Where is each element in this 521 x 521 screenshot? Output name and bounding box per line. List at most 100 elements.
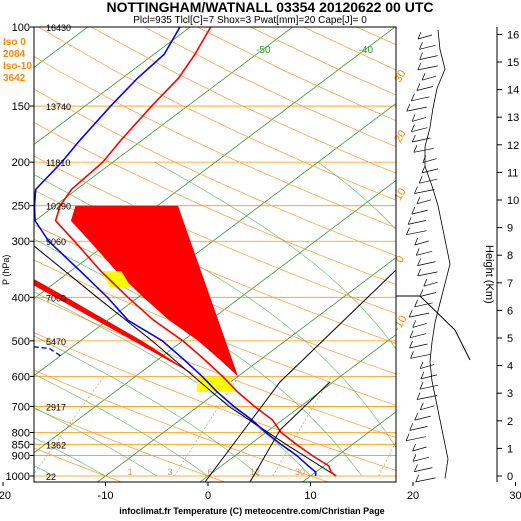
pressure-tick-label: 800 xyxy=(12,428,30,440)
dewpoint-line xyxy=(34,27,317,477)
temperature-tick-label: 30 xyxy=(509,490,521,502)
dry-adiabat-label: 10 xyxy=(392,186,409,203)
mixing-ratio-label: 3 xyxy=(167,467,172,477)
height-tick-label: 3 xyxy=(507,388,513,400)
isotherm-line xyxy=(199,334,396,482)
wind-barb-flag xyxy=(409,330,414,338)
dry-adiabat-label: 20 xyxy=(392,128,409,145)
temperature-line xyxy=(54,27,337,477)
temperature-tick-label: -20 xyxy=(0,490,11,502)
wind-barb xyxy=(416,199,432,205)
wind-barb-flag xyxy=(419,361,424,369)
wind-barb xyxy=(417,65,438,71)
iso0-value: 2084 xyxy=(3,49,26,60)
wind-barb xyxy=(412,446,427,452)
geopotential-label: 22 xyxy=(46,472,56,482)
moist-adiabat-line xyxy=(0,162,3,476)
geopotential-label: 2917 xyxy=(46,402,66,412)
cin-area xyxy=(101,271,131,288)
wind-barb xyxy=(411,96,430,102)
plot-frame xyxy=(33,26,397,483)
wind-barb-flag xyxy=(419,42,423,50)
wind-barb xyxy=(411,117,427,122)
dry-adiabat-line xyxy=(34,259,396,406)
isotherm-line xyxy=(96,257,396,482)
pressure-tick-label: 150 xyxy=(12,101,30,113)
iso0-label: Iso 0 xyxy=(3,37,26,48)
parcel-path-line xyxy=(34,245,337,477)
pressure-tick-label: 1000 xyxy=(6,471,30,483)
temperature-tick-label: 10 xyxy=(304,490,316,502)
wind-barb-flag xyxy=(411,124,415,132)
dry-adiabat-line xyxy=(34,88,396,257)
wind-barb-flag xyxy=(416,196,421,204)
iso10-label: Iso-10 xyxy=(3,61,32,72)
wind-barb-flag xyxy=(412,443,416,452)
wind-reference-line xyxy=(249,381,331,483)
temperature-tick-label: 20 xyxy=(407,490,419,502)
wind-barb-flag xyxy=(412,454,417,462)
dry-adiabat-label: -10 xyxy=(391,314,409,334)
dry-adiabat-line xyxy=(34,408,226,482)
wind-barb xyxy=(419,364,435,369)
wind-barb-flag xyxy=(423,279,428,287)
pressure-tick-label: 400 xyxy=(12,292,30,304)
wind-barb-flag xyxy=(412,320,416,328)
chart-title: NOTTINGHAM/WATNALL 03354 20120622 00 UTC xyxy=(106,0,433,15)
chart-subtitle: Plcl=935 Tlcl[C]=7 Shox=3 Pwat[mm]=20 Ca… xyxy=(133,15,367,26)
pressure-tick-label: 200 xyxy=(12,157,30,169)
mixing-ratio-line xyxy=(378,441,396,477)
temperature-tick-label: 0 xyxy=(205,490,211,502)
wind-barb xyxy=(420,374,437,380)
mixing-ratio-label: 12 xyxy=(250,467,260,477)
mixing-ratio-line xyxy=(174,376,239,477)
wind-barb-flag xyxy=(414,237,419,246)
moist-adiabat-line xyxy=(34,238,363,477)
height-tick-label: 12 xyxy=(507,140,519,152)
wind-barb xyxy=(411,127,428,133)
height-tick-label: 7 xyxy=(507,278,513,290)
wind-barb xyxy=(416,86,433,91)
dry-adiabat-line xyxy=(356,27,396,46)
wind-barb xyxy=(414,415,431,421)
axes-layer: 1001502002503004005006007008008509001000… xyxy=(0,22,521,502)
wind-barb-flag xyxy=(411,114,416,122)
wind-barb xyxy=(411,209,428,215)
height-tick-label: 16 xyxy=(507,29,519,41)
height-tick-label: 1 xyxy=(507,443,513,455)
iso10-value: 3642 xyxy=(3,73,26,84)
wind-barb-flag xyxy=(419,382,424,390)
cape-area xyxy=(34,205,238,377)
dry-adiabat-line xyxy=(410,27,521,486)
height-tick-label: 11 xyxy=(507,167,518,179)
wind-barb-flag xyxy=(417,268,421,277)
wind-barb xyxy=(409,426,428,431)
height-axis-label: Height (Km) xyxy=(483,245,495,304)
wind-barb xyxy=(423,281,438,287)
dry-adiabat-line xyxy=(34,155,396,314)
dewpoint-dry-line xyxy=(34,346,61,357)
wind-barb-flag xyxy=(415,474,420,483)
wind-barb-flag xyxy=(417,258,421,266)
wind-barb xyxy=(412,456,430,462)
height-tick-label: 6 xyxy=(507,305,513,317)
temperature-tick-label: -10 xyxy=(98,490,114,502)
wind-barb-flag xyxy=(421,165,426,174)
geopotential-label: 7060 xyxy=(46,293,66,303)
isotherm-line xyxy=(34,27,396,300)
pressure-tick-label: 100 xyxy=(12,22,30,34)
mixing-ratio-line xyxy=(34,376,105,475)
wind-profile-layer xyxy=(204,29,471,483)
wind-barb-flag xyxy=(407,217,412,225)
wind-barb-flag xyxy=(414,186,418,194)
wind-barb xyxy=(419,55,438,60)
wind-barb-flag xyxy=(420,371,425,380)
dry-adiabat-line xyxy=(197,27,396,121)
pressure-tick-label: 900 xyxy=(12,451,30,463)
wind-barb-flag xyxy=(406,227,410,235)
height-tick-label: 9 xyxy=(507,223,513,235)
dry-adiabat-line xyxy=(34,332,396,471)
geopotential-label: 1362 xyxy=(46,440,66,450)
wind-barb-flag xyxy=(419,289,424,297)
geopotential-label: 10290 xyxy=(46,202,71,212)
